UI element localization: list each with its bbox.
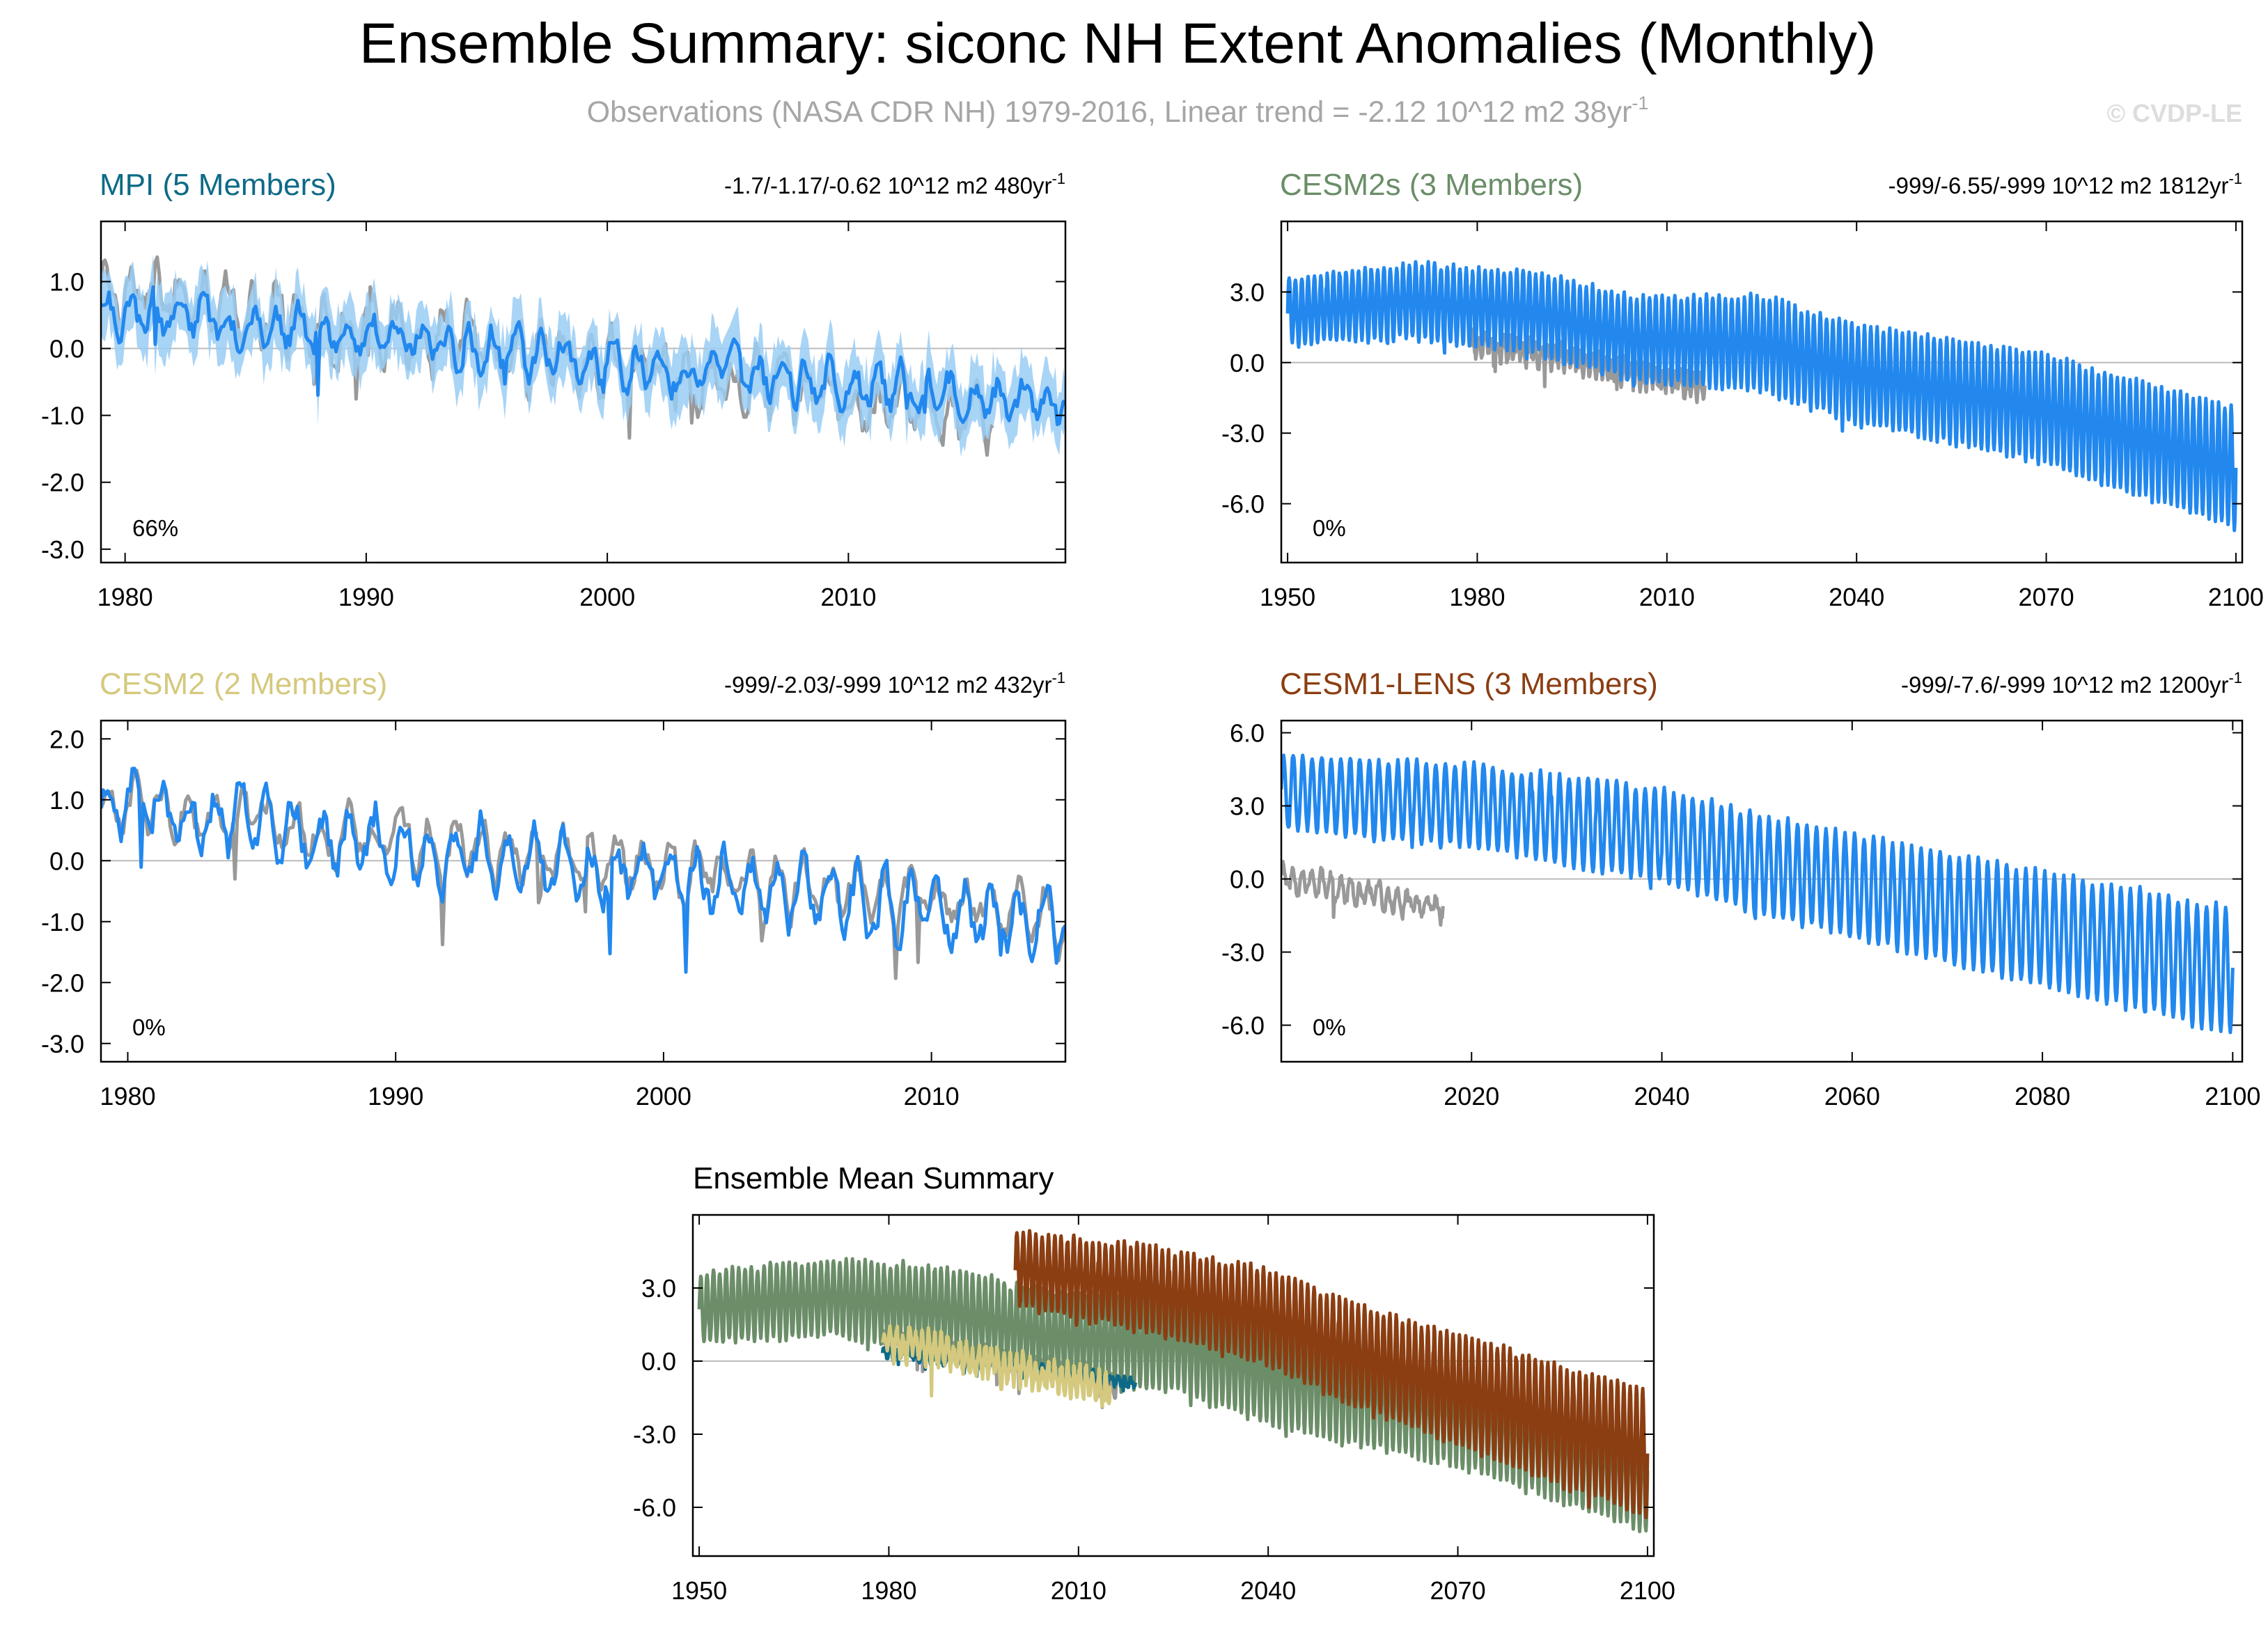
panel-stats-sup: -1 bbox=[1051, 170, 1065, 187]
copyright-label: © CVDP-LE bbox=[2106, 99, 2242, 127]
x-tick-label: 1990 bbox=[338, 583, 394, 611]
x-tick-label: 2010 bbox=[820, 583, 876, 611]
series-line-observations bbox=[1281, 859, 1445, 927]
y-tick-label: -1.0 bbox=[41, 402, 84, 430]
percent-label: 0% bbox=[1313, 515, 1346, 541]
plot-frame bbox=[100, 220, 1067, 564]
plot-frame bbox=[1280, 220, 2244, 564]
series-line-cesm2 bbox=[880, 1324, 1112, 1408]
y-tick-label: -3.0 bbox=[633, 1420, 676, 1449]
x-tick-label: 2000 bbox=[636, 1082, 691, 1110]
panel-cesm2s: CESM2s (3 Members) -999/-6.55/-999 10^12 … bbox=[1221, 168, 2264, 611]
panel-stats-sup: -1 bbox=[1051, 669, 1065, 686]
series-line-ensemble-mean bbox=[1285, 260, 2238, 533]
panel-title: Ensemble Mean Summary bbox=[693, 1161, 1054, 1195]
x-tick-label: 2070 bbox=[2019, 583, 2074, 611]
panel-stats-text: -1.7/-1.17/-0.62 10^12 m2 480yr bbox=[724, 173, 1051, 198]
y-tick-label: 2.0 bbox=[49, 725, 84, 753]
panel-stats-sup: -1 bbox=[2228, 669, 2242, 686]
panel-title: CESM2s (3 Members) bbox=[1280, 168, 1583, 202]
percent-label: 66% bbox=[132, 515, 178, 541]
percent-label: 0% bbox=[1313, 1014, 1346, 1040]
y-tick-label: 0.0 bbox=[1230, 865, 1265, 894]
x-tick-label: 1980 bbox=[861, 1576, 916, 1605]
figure-title: Ensemble Summary: siconc NH Extent Anoma… bbox=[359, 12, 1876, 75]
y-tick-label: 3.0 bbox=[1230, 792, 1265, 821]
series-line-ensemble-mean bbox=[101, 767, 1065, 974]
panel-stats-sup: -1 bbox=[2228, 170, 2242, 187]
x-tick-label: 2010 bbox=[904, 1082, 960, 1110]
panel-stats-text: -999/-6.55/-999 10^12 m2 1812yr bbox=[1888, 173, 2229, 198]
panel-stats: -999/-7.6/-999 10^12 m2 1200yr-1 bbox=[1901, 669, 2242, 698]
x-tick-label: 2010 bbox=[1639, 583, 1695, 611]
panel-stats: -999/-6.55/-999 10^12 m2 1812yr-1 bbox=[1888, 170, 2242, 198]
y-tick-label: 0.0 bbox=[1230, 349, 1265, 377]
x-tick-label: 1950 bbox=[671, 1576, 727, 1605]
percent-label: 0% bbox=[132, 1014, 166, 1040]
panel-ensemble-mean-summary: Ensemble Mean Summary -6.0 -3.0 0.0 3.0 1950 1… bbox=[633, 1161, 1675, 1605]
y-tick-label: -3.0 bbox=[1221, 939, 1265, 967]
x-tick-label: 2020 bbox=[1444, 1082, 1499, 1110]
figure-subtitle: Observations (NASA CDR NH) 1979-2016, Li… bbox=[587, 93, 1649, 129]
x-tick-label: 1950 bbox=[1260, 583, 1315, 611]
x-tick-label: 2060 bbox=[1824, 1082, 1880, 1110]
panel-title: MPI (5 Members) bbox=[100, 168, 336, 202]
panel-stats: -1.7/-1.17/-0.62 10^12 m2 480yr-1 bbox=[724, 170, 1065, 198]
plot-frame bbox=[100, 719, 1067, 1063]
y-tick-label: -2.0 bbox=[41, 469, 84, 497]
panel-stats: -999/-2.03/-999 10^12 m2 432yr-1 bbox=[724, 669, 1065, 698]
plot-area bbox=[101, 254, 1065, 457]
x-tick-label: 1980 bbox=[97, 583, 153, 611]
panel-title: CESM1-LENS (3 Members) bbox=[1280, 667, 1658, 701]
series-line-ensemble-mean bbox=[101, 285, 1065, 427]
panel-cesm1-lens: CESM1-LENS (3 Members) -999/-7.6/-999 10^… bbox=[1221, 667, 2260, 1110]
y-tick-label: -6.0 bbox=[1221, 490, 1265, 519]
panel-title: CESM2 (2 Members) bbox=[100, 667, 387, 701]
x-tick-label: 2040 bbox=[1240, 1576, 1296, 1605]
x-tick-label: 2000 bbox=[579, 583, 635, 611]
y-tick-label: 1.0 bbox=[49, 786, 84, 815]
plot-frame bbox=[1280, 719, 2244, 1063]
plot-frame bbox=[691, 1214, 1655, 1557]
y-tick-label: -6.0 bbox=[1221, 1012, 1265, 1040]
subtitle-text: Observations (NASA CDR NH) 1979-2016, Li… bbox=[587, 95, 1632, 129]
y-tick-label: 3.0 bbox=[1230, 278, 1265, 306]
y-tick-label: -1.0 bbox=[41, 908, 84, 936]
panel-mpi: MPI (5 Members) -1.7/-1.17/-0.62 10^12 m2… bbox=[41, 168, 1067, 611]
y-tick-label: -3.0 bbox=[41, 535, 84, 564]
y-tick-label: -6.0 bbox=[633, 1493, 676, 1522]
x-tick-label: 2010 bbox=[1051, 1576, 1106, 1605]
y-tick-label: 3.0 bbox=[641, 1274, 676, 1303]
x-tick-label: 2100 bbox=[2205, 1082, 2260, 1110]
series-line-cesm1-lens bbox=[1013, 1229, 1650, 1519]
x-tick-label: 2040 bbox=[1634, 1082, 1689, 1110]
x-tick-label: 1980 bbox=[100, 1082, 155, 1110]
y-tick-label: -2.0 bbox=[41, 968, 84, 997]
x-tick-label: 2100 bbox=[1620, 1576, 1675, 1605]
plot-area bbox=[1285, 260, 2238, 533]
series-line-ensemble-mean bbox=[1281, 753, 2235, 1035]
x-tick-label: 1990 bbox=[368, 1082, 423, 1110]
x-tick-label: 2100 bbox=[2208, 583, 2264, 611]
plot-area bbox=[1281, 753, 2235, 1035]
x-tick-label: 2040 bbox=[1829, 583, 1884, 611]
y-tick-label: 0.0 bbox=[49, 847, 84, 875]
y-tick-label: -3.0 bbox=[41, 1030, 84, 1058]
plot-area bbox=[697, 1229, 1650, 1534]
x-tick-label: 2070 bbox=[1430, 1576, 1486, 1605]
ensemble-spread bbox=[101, 254, 1065, 457]
plot-area bbox=[101, 767, 1065, 980]
subtitle-sup: -1 bbox=[1632, 93, 1648, 113]
y-tick-label: -3.0 bbox=[1221, 419, 1265, 448]
y-tick-label: 0.0 bbox=[49, 335, 84, 363]
panel-stats-text: -999/-7.6/-999 10^12 m2 1200yr bbox=[1901, 672, 2228, 698]
x-tick-label: 1980 bbox=[1449, 583, 1505, 611]
y-tick-label: 1.0 bbox=[49, 267, 84, 296]
y-tick-label: 0.0 bbox=[641, 1347, 676, 1376]
y-tick-label: 6.0 bbox=[1230, 719, 1265, 748]
panel-stats-text: -999/-2.03/-999 10^12 m2 432yr bbox=[724, 672, 1051, 698]
x-tick-label: 2080 bbox=[2015, 1082, 2070, 1110]
panel-cesm2: CESM2 (2 Members) -999/-2.03/-999 10^12 m… bbox=[41, 667, 1067, 1110]
